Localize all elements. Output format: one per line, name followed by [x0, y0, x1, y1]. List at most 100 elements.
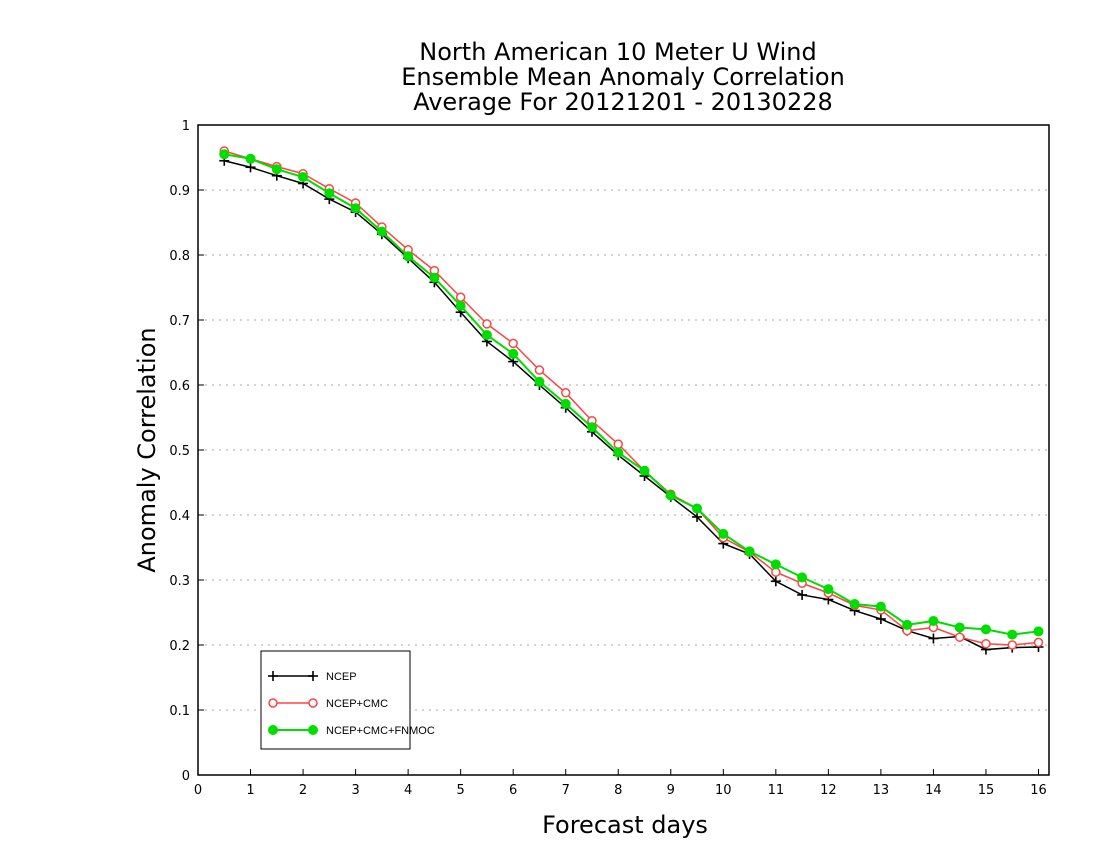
data-point-ncep-cmc-fnmoc: [980, 624, 991, 635]
data-point-ncep: [692, 511, 703, 522]
data-point-ncep-cmc: [508, 338, 518, 349]
data-point-ncep-cmc-fnmoc: [245, 153, 256, 164]
data-point-ncep-cmc-fnmoc: [560, 398, 571, 409]
y-tick-label: 1: [182, 119, 190, 134]
data-point-ncep-cmc-fnmoc: [823, 584, 834, 595]
data-point-ncep-cmc: [1007, 640, 1017, 650]
legend-marker: [268, 725, 278, 735]
data-point-ncep-cmc-fnmoc: [324, 188, 335, 199]
y-tick-label: 0.4: [169, 509, 190, 524]
data-point-ncep-cmc: [981, 638, 991, 649]
legend-marker: [268, 698, 278, 708]
data-point-ncep-cmc-fnmoc: [534, 376, 545, 387]
data-point-ncep: [875, 614, 886, 624]
data-point-ncep-cmc-fnmoc: [271, 164, 282, 175]
x-tick-label: 4: [404, 783, 412, 798]
legend-marker: [308, 671, 318, 681]
legend-item-ncep-cmc: NCEP+CMC: [268, 698, 388, 710]
x-axis-label: Forecast days: [542, 811, 708, 839]
data-point-ncep-cmc-fnmoc: [298, 172, 309, 182]
y-tick-label: 0.1: [169, 704, 190, 719]
data-point-ncep-cmc-fnmoc: [429, 272, 440, 283]
series-ncep-cmc-fnmoc: [219, 149, 1044, 640]
y-tick-label: 0.9: [169, 184, 190, 199]
legend-marker: [268, 671, 278, 681]
legend-label: NCEP: [326, 671, 357, 683]
y-tick-label: 0.3: [169, 574, 190, 589]
data-point-ncep-cmc: [954, 632, 965, 642]
data-point-ncep-cmc: [482, 319, 492, 329]
y-tick-label: 0.8: [169, 249, 190, 264]
x-tick-label: 6: [509, 783, 517, 798]
title: North American 10 Meter U Wind Ensemble …: [401, 38, 845, 116]
title-line-1: North American 10 Meter U Wind: [419, 38, 816, 66]
data-point-ncep-cmc-fnmoc: [1007, 629, 1018, 640]
legend-box: [260, 650, 411, 750]
x-tick-label: 12: [820, 783, 837, 798]
data-point-ncep-cmc-fnmoc: [508, 348, 519, 359]
y-tick-label: 0.7: [169, 314, 190, 329]
data-point-ncep-cmc-fnmoc: [665, 490, 676, 501]
x-tick-label: 15: [978, 783, 995, 798]
y-tick-label: 0: [182, 769, 190, 784]
x-tick-label: 2: [299, 783, 307, 798]
data-point-ncep: [770, 576, 781, 587]
data-point-ncep-cmc-fnmoc: [954, 622, 965, 633]
data-point-ncep-cmc: [455, 292, 466, 302]
x-tick-label: 1: [246, 783, 254, 798]
data-point-ncep: [797, 589, 808, 600]
data-point-ncep-cmc-fnmoc: [1033, 626, 1044, 637]
x-tick-label: 14: [925, 783, 942, 798]
title-line-3: Average For 20121201 - 20130228: [413, 88, 833, 116]
data-point-ncep-cmc-fnmoc: [403, 251, 414, 262]
x-tick-label: 9: [667, 783, 675, 798]
data-point-ncep-cmc: [1033, 637, 1044, 648]
series-line-ncep: [224, 160, 1039, 651]
x-tick-label: 0: [194, 783, 202, 798]
x-tick-label: 13: [873, 783, 890, 798]
x-tick-label: 16: [1030, 783, 1047, 798]
series-line-ncep-cmc: [224, 150, 1039, 646]
data-point-ncep-cmc: [560, 388, 571, 398]
data-point-ncep-cmc: [534, 365, 545, 375]
data-point-ncep-cmc-fnmoc: [639, 465, 650, 476]
data-point-ncep-cmc-fnmoc: [928, 615, 939, 626]
data-point-ncep-cmc-fnmoc: [586, 422, 597, 433]
data-point-ncep: [245, 162, 256, 173]
data-point-ncep: [928, 633, 939, 644]
legend-label: NCEP+CMC+FNMOC: [326, 725, 435, 737]
data-point-ncep-cmc-fnmoc: [613, 447, 624, 458]
y-tick-label: 0.5: [169, 444, 190, 459]
x-tick-label: 8: [614, 783, 622, 798]
legend-item-ncep: NCEP: [268, 671, 357, 683]
legend: NCEP NCEP+CMC NCEP+CMC+FNMOC: [260, 650, 435, 750]
data-point-ncep-cmc-fnmoc: [744, 546, 755, 557]
axis-ticks: 00.10.20.30.40.50.60.70.80.910 1 2 3 4 5 6 7 8 9 1…: [169, 119, 1046, 798]
y-tick-label: 0.2: [169, 639, 190, 654]
x-tick-label: 7: [562, 783, 570, 798]
data-point-ncep-cmc-fnmoc: [770, 559, 781, 570]
legend-label: NCEP+CMC: [326, 698, 388, 710]
data-point-ncep-cmc-fnmoc: [481, 329, 492, 340]
data-point-ncep-cmc-fnmoc: [455, 300, 466, 311]
series-layer: [219, 146, 1044, 655]
data-point-ncep-cmc-fnmoc: [350, 203, 361, 214]
x-tick-label: 11: [768, 783, 785, 798]
data-point-ncep-cmc-fnmoc: [797, 572, 808, 583]
x-tick-label: 10: [715, 783, 732, 798]
data-point-ncep-cmc-fnmoc: [718, 528, 729, 539]
x-tick-label: 3: [351, 783, 359, 798]
series-line-ncep-cmc-fnmoc: [224, 153, 1039, 636]
y-axis-label: Anomaly Correlation: [133, 327, 161, 572]
data-point-ncep-cmc-fnmoc: [219, 149, 230, 160]
data-point-ncep-cmc: [613, 439, 623, 449]
series-ncep-cmc: [219, 146, 1044, 650]
data-point-ncep-cmc-fnmoc: [692, 503, 703, 514]
data-point-ncep-cmc-fnmoc: [376, 226, 387, 237]
data-point-ncep-cmc-fnmoc: [875, 601, 886, 612]
title-line-2: Ensemble Mean Anomaly Correlation: [401, 63, 845, 91]
legend-marker: [308, 725, 318, 735]
data-point-ncep-cmc-fnmoc: [849, 599, 860, 610]
legend-item-ncep-cmc-fnmoc: NCEP+CMC+FNMOC: [268, 725, 435, 737]
